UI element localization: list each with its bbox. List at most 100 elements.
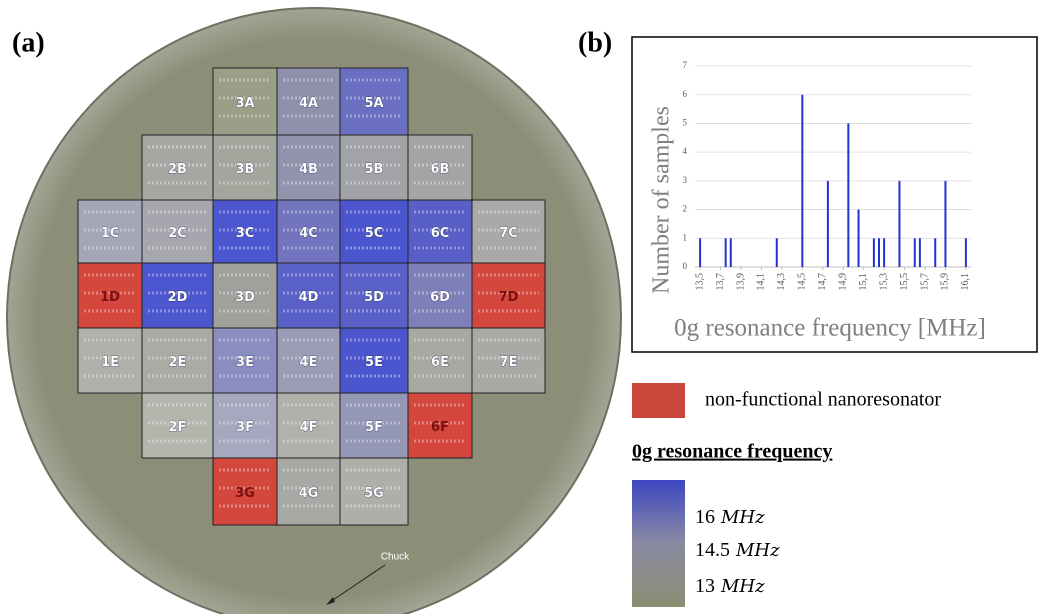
die-label: 6F bbox=[431, 420, 449, 435]
die bbox=[276, 457, 341, 526]
bar bbox=[883, 238, 886, 267]
die bbox=[77, 327, 143, 394]
die-label: 3G bbox=[235, 486, 255, 501]
bar bbox=[775, 238, 778, 267]
bar bbox=[826, 180, 829, 267]
die-label: 5F bbox=[365, 420, 383, 435]
die bbox=[212, 392, 278, 459]
die bbox=[471, 262, 546, 329]
die bbox=[77, 199, 143, 264]
legend-label: non-functional nanoresonator bbox=[705, 389, 941, 411]
x-tick-label: 13,9 bbox=[735, 273, 746, 291]
panel-label: (b) bbox=[578, 27, 612, 58]
die bbox=[471, 199, 546, 264]
die bbox=[339, 134, 409, 201]
die-label: 3B bbox=[236, 162, 255, 177]
y-tick-label: 3 bbox=[683, 175, 688, 185]
die bbox=[141, 262, 214, 329]
y-tick-label: 6 bbox=[683, 89, 688, 99]
die-label: 6D bbox=[430, 290, 450, 305]
die-label: 4E bbox=[300, 355, 318, 370]
die-label: 2C bbox=[168, 226, 187, 241]
y-tick-label: 0 bbox=[683, 261, 688, 271]
x-tick-label: 13,7 bbox=[715, 273, 726, 291]
die-label: 4F bbox=[300, 420, 318, 435]
die-label: 4A bbox=[299, 96, 318, 111]
scale-value: 13 bbox=[695, 575, 715, 597]
scale-unit: MHz bbox=[720, 507, 765, 528]
die-label: 2D bbox=[168, 290, 188, 305]
die bbox=[212, 262, 278, 329]
die bbox=[407, 134, 473, 201]
die-label: 1C bbox=[101, 226, 120, 241]
die-label: 5A bbox=[364, 96, 383, 111]
die bbox=[212, 199, 278, 264]
y-tick-label: 2 bbox=[683, 204, 688, 214]
die-label: 2F bbox=[169, 420, 187, 435]
histogram: 0 1 2 3 4 5 6 7 13,5 13,7 13,9 14,1 14,3 14,5 14,7 14,9… bbox=[683, 60, 972, 290]
die-label: 5E bbox=[365, 355, 383, 370]
bar bbox=[857, 209, 860, 267]
die bbox=[141, 327, 214, 394]
die-label: 5B bbox=[365, 162, 384, 177]
x-tick-label: 13,5 bbox=[694, 273, 705, 291]
die-label: 6B bbox=[431, 162, 450, 177]
bar bbox=[913, 238, 916, 267]
die-label: 5C bbox=[365, 226, 384, 241]
x-tick-label: 16,1 bbox=[960, 273, 971, 291]
die-label: 1E bbox=[101, 355, 119, 370]
die-label: 4C bbox=[299, 226, 318, 241]
die bbox=[276, 327, 341, 394]
die bbox=[212, 67, 278, 136]
die-label: 6C bbox=[431, 226, 450, 241]
die bbox=[339, 327, 409, 394]
legend-swatch bbox=[632, 383, 685, 418]
x-tick-label: 14,5 bbox=[797, 273, 808, 291]
die bbox=[339, 457, 409, 526]
scale-label: 13 MHz bbox=[695, 575, 765, 597]
die bbox=[471, 327, 546, 394]
x-tick-label: 14,1 bbox=[756, 273, 767, 291]
die-label: 7E bbox=[500, 355, 518, 370]
die bbox=[339, 392, 409, 459]
die-label: 1D bbox=[100, 290, 120, 305]
y-tick-label: 4 bbox=[683, 146, 688, 156]
bar bbox=[872, 238, 875, 267]
scale-label: 14.5 MHz bbox=[695, 539, 780, 561]
bar bbox=[944, 180, 947, 267]
scale-unit: MHz bbox=[720, 576, 765, 597]
die-label: 7D bbox=[499, 290, 519, 305]
die-label: 3F bbox=[236, 420, 254, 435]
bar bbox=[898, 180, 901, 267]
die-label: 5D bbox=[364, 290, 384, 305]
x-axis-title: 0g resonance frequency [MHz] bbox=[674, 315, 986, 342]
die-grid: 3A 4A 5A 2B 3B 4B 5B 6B 1C 2C 3C 4C 5C 6C 7C 1D 2D 3D 4D 5D… bbox=[77, 67, 546, 526]
bar bbox=[918, 238, 921, 267]
die-label: 3E bbox=[236, 355, 254, 370]
x-tick-label: 15,7 bbox=[919, 273, 930, 291]
scale-value: 14.5 bbox=[695, 539, 730, 561]
bar bbox=[878, 238, 880, 267]
legend-title: 0g resonance frequency bbox=[632, 441, 832, 463]
x-tick-label: 15,5 bbox=[899, 273, 910, 291]
y-tick-label: 5 bbox=[683, 117, 688, 127]
y-tick-label: 7 bbox=[683, 60, 688, 70]
panel-label: (a) bbox=[12, 27, 45, 58]
y-tick-label: 1 bbox=[683, 232, 688, 242]
die-label: 2B bbox=[168, 162, 187, 177]
bar bbox=[699, 238, 702, 267]
die bbox=[276, 392, 341, 459]
scale-value: 16 bbox=[695, 506, 715, 528]
die-label: 7C bbox=[499, 226, 518, 241]
die bbox=[141, 392, 214, 459]
scale-label: 16 MHz bbox=[695, 506, 765, 528]
bar bbox=[729, 238, 732, 267]
die-label: 6E bbox=[431, 355, 449, 370]
bar bbox=[724, 238, 727, 267]
scale-unit: MHz bbox=[735, 540, 780, 561]
die bbox=[212, 327, 278, 394]
die-label: 3A bbox=[235, 96, 254, 111]
die bbox=[407, 392, 473, 459]
die bbox=[276, 67, 341, 136]
